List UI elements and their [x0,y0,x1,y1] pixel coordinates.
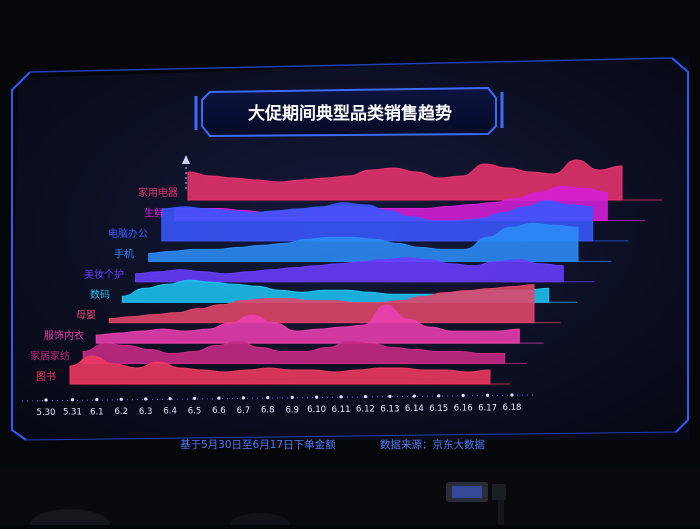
stage-floor [0,468,700,525]
x-tick-dot [412,394,416,398]
series-label: 数码 [90,288,110,301]
series-label: 电脑办公 [108,227,148,240]
caption-basis: 基于5月30日至6月17日下单金额 [180,438,336,451]
ridge-area [82,341,506,365]
x-tick-label: 6.3 [139,407,153,417]
x-tick-dot [485,393,490,397]
x-tick-label: 5.30 [37,408,56,418]
series-label: 母婴 [76,310,96,322]
x-tick-dot [241,396,245,400]
camera-device [446,482,506,525]
ridge-series [95,304,544,344]
ridge-area [108,284,535,324]
x-tick-label: 6.13 [380,404,399,414]
x-tick-dot [290,395,294,399]
screen-frame-bottom [25,431,677,441]
series-label: 家居家纺 [30,350,70,363]
x-tick-dot [95,397,99,402]
x-tick-dot [363,394,368,399]
ridge-area [135,257,564,283]
series-label: 服饰内衣 [44,329,84,342]
x-tick-label: 6.5 [188,406,202,416]
series-label: 图书 [36,371,56,383]
series-label: 手机 [114,247,134,260]
ridge-series [108,284,561,324]
ridge-area [148,222,579,262]
x-tick-label: 6.10 [307,405,326,415]
x-tick-dot [266,396,270,400]
x-tick-dot [437,394,441,398]
screen-frame-left [11,71,31,441]
x-tick-label: 6.9 [285,405,299,415]
x-tick-label: 6.17 [478,403,497,413]
ridge-area [69,355,491,385]
series-label: 家用电器 [138,186,178,199]
ridge-area [95,304,520,344]
x-tick-dot [70,398,75,402]
x-tick-dot [144,397,148,401]
x-tick-dot [388,394,392,398]
audience-head-left [30,509,110,529]
x-tick-dot [217,396,221,400]
x-tick-label: 6.12 [356,405,375,415]
x-tick-label: 6.2 [114,407,128,417]
series-label: 生鲜 [144,206,164,219]
x-tick-label: 6.11 [332,405,351,415]
x-tick-label: 6.1 [90,407,104,417]
ridge-layers [69,159,662,385]
ridge-area [161,200,594,242]
screen-frame-top [29,57,673,73]
x-tick-label: 6.6 [212,406,226,416]
x-tick-label: 6.7 [237,406,251,416]
y-axis-arrow [182,155,190,164]
x-tick-dot [315,395,319,399]
x-tick-dot [119,397,123,401]
ridge-series [69,355,510,385]
x-tick-dot [168,397,172,401]
x-axis: 5.30 5.31 6.1 6.2 6.3 6.4 6.5 6.6 6.7 6.8 6.9 6.10 6… [21,393,536,418]
caption-source: 数据来源：京东大数据 [380,438,485,451]
x-tick-label: 6.18 [503,403,522,413]
x-tick-dot [461,393,465,398]
x-tick-label: 6.15 [429,404,448,414]
series-label: 美妆个护 [84,268,124,281]
x-tick-dot [192,396,197,401]
ridge-area [187,159,623,201]
x-tick-label: 6.16 [454,404,473,414]
x-tick-label: 6.4 [163,407,177,417]
x-tick-dot [339,395,343,399]
chart-title: 大促期间典型品类销售趋势 [248,103,452,124]
x-tick-label: 5.31 [63,408,82,418]
x-tick-dot [44,398,48,402]
screen-frame-right [671,57,689,433]
x-tick-dot [510,393,514,397]
x-tick-label: 6.8 [261,406,275,416]
x-tick-label: 6.14 [405,404,424,414]
title-box [194,86,504,138]
